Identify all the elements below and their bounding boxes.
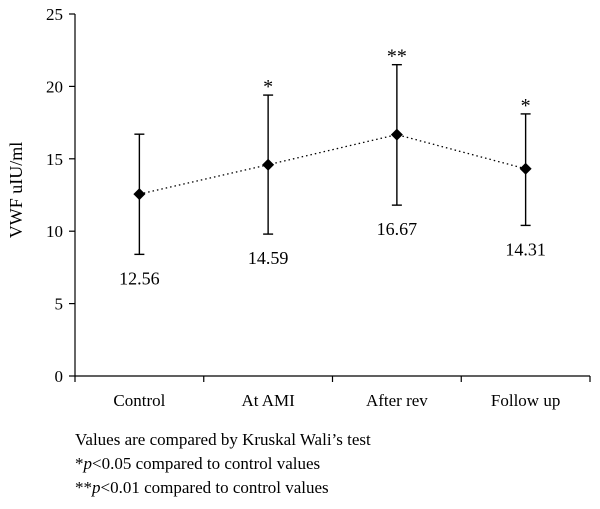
data-value-label: 16.67 bbox=[377, 219, 418, 239]
chart-axes bbox=[74, 14, 590, 377]
y-axis-label: VWF uIU/ml bbox=[6, 142, 26, 239]
y-tick-label: 5 bbox=[55, 295, 64, 314]
note-p001: **p<0.01 compared to control values bbox=[75, 478, 329, 497]
significance-label: ** bbox=[387, 46, 407, 68]
x-tick-label: After rev bbox=[366, 391, 428, 410]
x-tick-label: At AMI bbox=[241, 391, 295, 410]
data-point-marker bbox=[390, 128, 403, 141]
data-value-label: 12.56 bbox=[119, 268, 160, 288]
y-tick-label: 0 bbox=[55, 367, 64, 386]
vwf-chart: 0 5 10 15 20 25 Control At AMI After rev Follow … bbox=[6, 5, 591, 410]
x-tick-label: Control bbox=[113, 391, 165, 410]
series-line bbox=[139, 133, 526, 195]
series-group: 12.56 14.59 * 16.67 ** 14.31 * bbox=[119, 46, 546, 289]
y-tick-label: 25 bbox=[46, 5, 63, 24]
significance-label: * bbox=[263, 76, 273, 98]
y-tick-label: 10 bbox=[46, 222, 63, 241]
significance-label: * bbox=[521, 95, 531, 117]
note-p005: *p<0.05 compared to control values bbox=[75, 454, 321, 473]
data-point-marker bbox=[519, 162, 532, 175]
x-axis-ticks: Control At AMI After rev Follow up bbox=[74, 376, 591, 410]
chart-notes: Values are compared by Kruskal Wali’s te… bbox=[75, 428, 371, 500]
data-point-marker bbox=[133, 188, 146, 201]
x-tick-label: Follow up bbox=[491, 391, 560, 410]
data-point-marker bbox=[262, 158, 275, 171]
y-tick-label: 15 bbox=[46, 150, 63, 169]
y-tick-label: 20 bbox=[46, 77, 63, 96]
data-value-label: 14.31 bbox=[505, 239, 546, 259]
data-value-label: 14.59 bbox=[248, 248, 289, 268]
y-axis-ticks: 0 5 10 15 20 25 bbox=[46, 5, 75, 386]
note-test-method: Values are compared by Kruskal Wali’s te… bbox=[75, 430, 371, 449]
